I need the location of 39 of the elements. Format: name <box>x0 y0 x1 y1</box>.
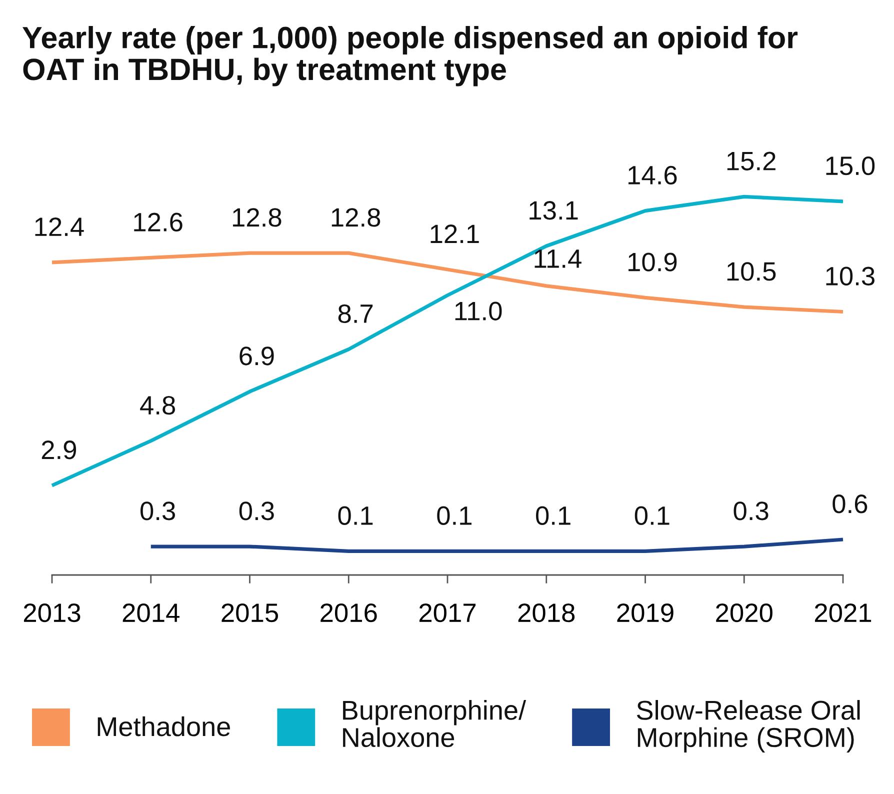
x-tick-label: 2016 <box>320 603 377 622</box>
legend-label: Slow-Release Oral Morphine (SROM) <box>636 700 860 752</box>
x-tick-label: 2020 <box>716 603 772 622</box>
x-tick-label: 2017 <box>419 603 476 622</box>
data-label: 10.9 <box>628 252 677 272</box>
data-label: 0.6 <box>832 494 868 514</box>
x-tick-label: 2015 <box>222 603 278 622</box>
data-label: 12.6 <box>134 212 182 232</box>
x-tick-label: 2013 <box>24 603 80 622</box>
data-label: 0.3 <box>140 502 176 520</box>
data-label: 13.1 <box>530 201 578 220</box>
data-label: 11.4 <box>534 250 582 268</box>
data-label: 14.6 <box>628 166 677 185</box>
data-label: 8.7 <box>338 304 373 324</box>
data-label: 12.8 <box>233 208 282 227</box>
data-label: 15.0 <box>826 156 875 176</box>
data-label: 0.1 <box>338 506 373 525</box>
legend-label: Methadone <box>98 716 230 736</box>
data-label: 6.9 <box>240 346 274 366</box>
data-label: 15.2 <box>727 152 776 170</box>
data-label: 12.1 <box>430 224 479 243</box>
legend-label: Buprenorphine/ Naloxone <box>343 700 526 748</box>
data-label: 0.1 <box>536 506 570 525</box>
data-label: 10.3 <box>826 266 874 286</box>
x-tick-label: 2021 <box>814 603 872 622</box>
data-label: 4.8 <box>140 396 176 415</box>
data-label: 0.1 <box>634 506 670 525</box>
x-tick-label: 2019 <box>617 603 674 622</box>
x-tick-label: 2018 <box>518 603 575 622</box>
chart-title: Yearly rate (per 1,000) people dispensed an opioid for OAT in TBDHU, by treatment type <box>22 26 798 86</box>
data-label: 2.9 <box>42 440 76 460</box>
data-label: 0.3 <box>734 502 768 520</box>
data-label: 12.8 <box>332 208 380 227</box>
x-tick-label: 2014 <box>122 603 180 622</box>
data-label: 11.0 <box>455 302 502 320</box>
data-label: 12.4 <box>35 218 84 236</box>
data-label: 0.1 <box>437 506 472 525</box>
data-label: 0.3 <box>239 502 274 520</box>
data-label: 10.5 <box>727 262 776 281</box>
